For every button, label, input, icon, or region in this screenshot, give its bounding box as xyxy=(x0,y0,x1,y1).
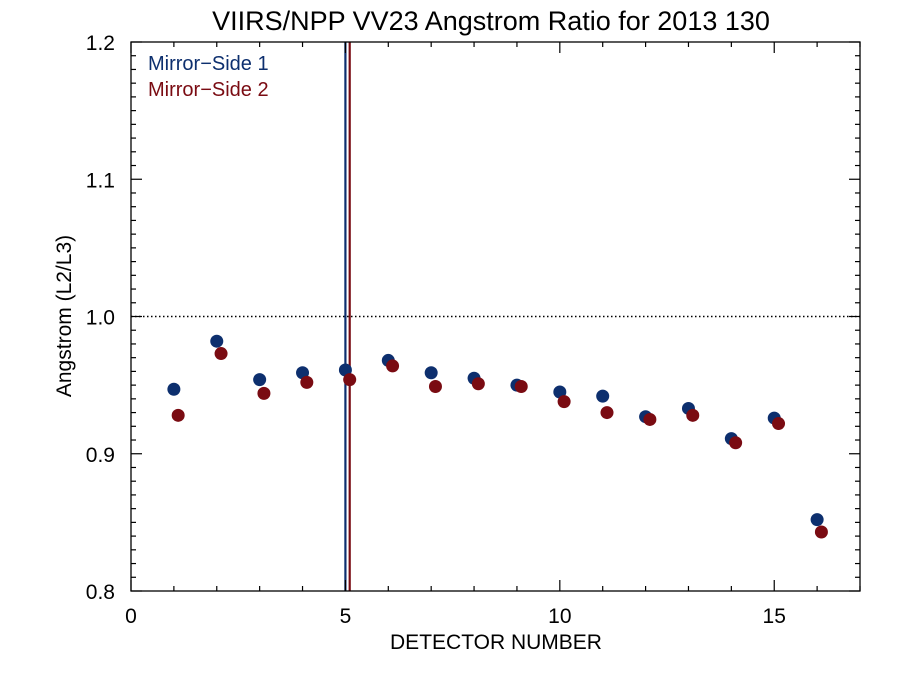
legend-label-mirror-side-2: Mirror−Side 2 xyxy=(148,79,269,101)
y-tick-label: 1.2 xyxy=(86,32,115,55)
y-tick-label: 1.0 xyxy=(86,307,115,330)
data-point-series-1 xyxy=(253,373,267,387)
data-point-series-2 xyxy=(343,373,357,387)
chart-title: VIIRS/NPP VV23 Angstrom Ratio for 2013 1… xyxy=(212,6,770,36)
plot-area xyxy=(131,42,860,591)
data-point-series-2 xyxy=(471,377,485,391)
x-axis-label: DETECTOR NUMBER xyxy=(390,631,602,654)
axes: 0 5 10 15 0.8 0.9 1.0 1.1 1.2 xyxy=(86,32,861,628)
data-point-series-2 xyxy=(171,408,185,422)
y-axis-label: Angstrom (L2/L3) xyxy=(53,235,76,397)
x-tick-label: 5 xyxy=(340,605,352,628)
data-point-series-1 xyxy=(210,334,224,348)
data-point-series-2 xyxy=(729,436,743,450)
data-point-series-2 xyxy=(557,395,571,409)
data-point-series-2 xyxy=(386,359,400,373)
x-tick-label: 15 xyxy=(763,605,786,628)
data-point-series-2 xyxy=(428,379,442,393)
data-point-series-2 xyxy=(772,417,786,431)
x-tick-label: 10 xyxy=(548,605,571,628)
y-tick-label: 0.9 xyxy=(86,444,115,467)
data-point-series-2 xyxy=(814,525,828,539)
data-point-series-2 xyxy=(686,408,700,422)
data-point-series-2 xyxy=(514,379,528,393)
data-point-series-2 xyxy=(643,412,657,426)
legend-label-mirror-side-1: Mirror−Side 1 xyxy=(148,53,269,75)
legend: Mirror−Side 1 Mirror−Side 2 xyxy=(148,53,269,101)
y-tick-label: 1.1 xyxy=(86,169,115,192)
data-point-series-2 xyxy=(600,406,614,420)
data-points xyxy=(167,334,828,539)
y-tick-label: 0.8 xyxy=(86,581,115,604)
data-point-series-1 xyxy=(810,513,824,527)
x-tick-label: 0 xyxy=(125,605,137,628)
data-point-series-1 xyxy=(596,389,610,403)
data-point-series-1 xyxy=(424,366,438,380)
data-point-series-2 xyxy=(300,375,314,389)
data-point-series-2 xyxy=(257,386,271,400)
data-point-series-1 xyxy=(167,382,181,396)
data-point-series-2 xyxy=(214,347,228,361)
